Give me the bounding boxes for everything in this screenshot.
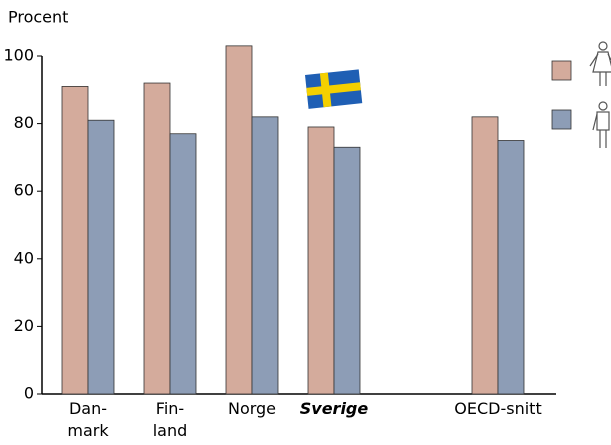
bar (87, 119, 115, 395)
bar (471, 116, 499, 395)
x-tick-label: Fin- land (152, 399, 188, 440)
x-tick-label: OECD-snitt (454, 399, 542, 418)
x-tick-label: Dan- mark (67, 399, 109, 440)
bar (307, 126, 335, 395)
y-axis-label: Procent (8, 8, 68, 27)
legend-swatch (551, 109, 572, 130)
bar (225, 45, 253, 395)
male-icon (592, 101, 610, 148)
swedish-flag (305, 69, 363, 109)
x-tick-label: Norge (227, 399, 277, 418)
y-tick-label: 80 (14, 113, 34, 132)
y-tick-label: 60 (14, 181, 34, 200)
y-tick-label: 20 (14, 316, 34, 335)
y-tick-label: 100 (3, 46, 34, 65)
legend-swatch (551, 60, 572, 81)
legend (551, 41, 611, 148)
bar (61, 86, 89, 395)
bar (143, 82, 171, 395)
bar (251, 116, 279, 395)
bar (333, 146, 361, 395)
y-tick-label: 0 (24, 384, 34, 403)
bar (497, 140, 525, 395)
bar (169, 133, 197, 395)
female-icon (589, 41, 611, 86)
x-tick-label: Sverige (299, 399, 369, 418)
y-tick-label: 40 (14, 248, 34, 267)
